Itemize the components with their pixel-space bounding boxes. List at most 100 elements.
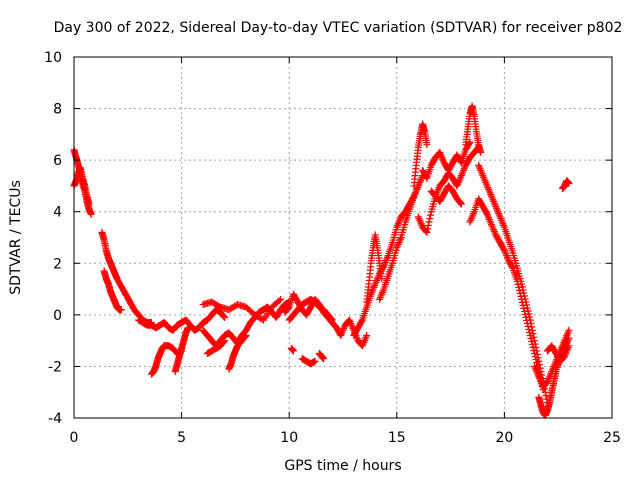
- data-point: [564, 338, 572, 346]
- y-tick-label: 10: [44, 50, 62, 66]
- data-point: [328, 315, 336, 323]
- data-point: [376, 295, 384, 303]
- data-point: [522, 298, 530, 306]
- data-point: [416, 218, 424, 226]
- data-point: [480, 173, 488, 181]
- data-point: [541, 388, 549, 396]
- data-point: [496, 213, 504, 221]
- data-point: [470, 209, 478, 217]
- data-point: [523, 304, 531, 312]
- data-point: [528, 323, 536, 331]
- data-point: [484, 212, 492, 220]
- data-point: [476, 165, 484, 173]
- data-point: [396, 216, 404, 224]
- data-point: [533, 347, 541, 355]
- data-point: [362, 333, 370, 341]
- data-point: [338, 330, 346, 338]
- data-point: [346, 318, 354, 326]
- x-tick-label: 5: [177, 430, 186, 446]
- data-point: [360, 338, 368, 346]
- data-point: [424, 221, 432, 229]
- data-point: [395, 218, 403, 226]
- data-point: [475, 161, 483, 169]
- data-point: [534, 371, 542, 379]
- data-point: [544, 376, 552, 384]
- data-point: [367, 290, 375, 298]
- data-point: [347, 319, 355, 327]
- data-point: [381, 260, 389, 268]
- data-point: [426, 215, 434, 223]
- data-point: [425, 218, 433, 226]
- data-point: [523, 301, 531, 309]
- data-point: [524, 307, 532, 315]
- data-point: [434, 185, 442, 193]
- data-point: [500, 246, 508, 254]
- data-point: [478, 170, 486, 178]
- data-point: [518, 283, 526, 291]
- data-point: [320, 355, 328, 363]
- data-point: [358, 317, 366, 325]
- data-point: [531, 364, 539, 372]
- data-point: [220, 338, 228, 346]
- data-point: [490, 199, 498, 207]
- data-point: [328, 316, 336, 324]
- data-point: [117, 306, 125, 314]
- data-point: [394, 220, 402, 228]
- data-point: [532, 366, 540, 374]
- data-point: [221, 313, 229, 321]
- data-point: [458, 170, 466, 178]
- data-point: [284, 304, 292, 312]
- axis-ticks: 0 5 10 15 20 25 -4 -2 0 2 4 6 8 10: [44, 50, 621, 446]
- data-point: [520, 292, 528, 300]
- data-point: [488, 194, 496, 202]
- data-point: [393, 223, 401, 231]
- data-point: [467, 215, 475, 223]
- data-point: [490, 227, 498, 235]
- data-point: [454, 178, 462, 186]
- data-point: [533, 350, 541, 358]
- data-point: [493, 204, 501, 212]
- data-point: [479, 172, 487, 180]
- data-point: [520, 289, 528, 297]
- data-point: [535, 373, 543, 381]
- data-point: [454, 180, 462, 188]
- data-point: [561, 350, 569, 358]
- data-point: [417, 220, 425, 228]
- data-point: [532, 344, 540, 352]
- data-point: [536, 374, 544, 382]
- data-point: [416, 177, 424, 185]
- data-point: [87, 210, 95, 218]
- data-point: [361, 337, 369, 345]
- data-point: [494, 208, 502, 216]
- data-point: [376, 294, 384, 302]
- data-point: [497, 215, 505, 223]
- data-point: [371, 282, 379, 290]
- data-point: [382, 257, 390, 265]
- data-point: [378, 289, 386, 297]
- data-point: [394, 221, 402, 229]
- data-point: [487, 221, 495, 229]
- data-point: [219, 312, 227, 320]
- data-point: [480, 175, 488, 183]
- chart-title: Day 300 of 2022, Sidereal Day-to-day VTE…: [54, 20, 623, 36]
- data-point: [361, 335, 369, 343]
- data-point: [485, 187, 493, 195]
- data-point: [241, 332, 249, 340]
- data-point: [393, 244, 401, 252]
- data-point: [373, 276, 381, 284]
- data-point: [486, 189, 494, 197]
- data-point: [423, 228, 431, 236]
- data-point: [242, 331, 250, 339]
- data-point: [395, 239, 403, 247]
- data-point: [457, 199, 465, 207]
- data-point: [461, 163, 469, 171]
- data-point: [477, 148, 485, 156]
- y-axis-label: SDTVAR / TECUs: [8, 180, 24, 295]
- data-point: [284, 305, 292, 313]
- data-point: [340, 325, 348, 333]
- data-point: [564, 344, 572, 352]
- data-point: [411, 189, 419, 197]
- data-point: [485, 215, 493, 223]
- data-point: [290, 347, 298, 355]
